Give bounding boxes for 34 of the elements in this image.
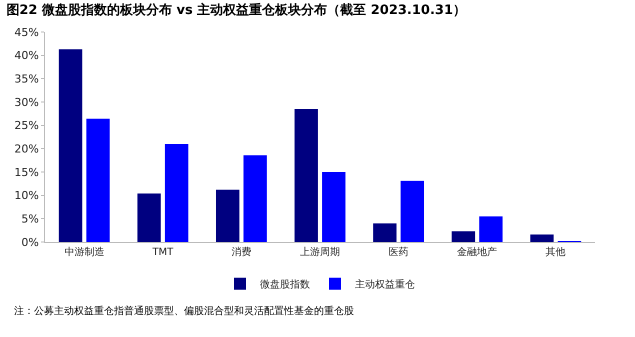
x-tick-label: 医药 (388, 246, 409, 258)
y-tick-label: 20% (14, 142, 39, 156)
bar (294, 109, 318, 242)
y-tick-label: 35% (14, 72, 39, 86)
bar (400, 180, 424, 242)
chart-title: 图22 微盘股指数的板块分布 vs 主动权益重仓板块分布（截至 2023.10.31） (6, 2, 466, 18)
bar (58, 49, 82, 242)
y-tick-label: 25% (14, 119, 39, 132)
x-tick-label: 金融地产 (457, 246, 498, 258)
bar (452, 231, 476, 242)
bar (86, 118, 110, 242)
y-tick-label: 10% (14, 189, 39, 202)
bar (479, 216, 503, 242)
text: 注：公募主动权益重仓指普通股票型、偏股混合型和灵活配置性基金的重仓股 (14, 305, 354, 317)
x-tick-label: TMT (151, 247, 174, 258)
y-tick-label: 0% (21, 236, 39, 249)
legend-label: 微盘股指数 (260, 278, 310, 291)
x-tick-label: 消费 (231, 246, 252, 258)
y-tick-label: 15% (14, 166, 39, 179)
y-tick-label: 30% (14, 96, 39, 109)
x-tick-label: 上游周期 (300, 246, 340, 258)
bar (530, 234, 554, 242)
y-tick-label: 5% (21, 212, 39, 226)
bar (322, 172, 346, 242)
y-tick-label: 45% (14, 26, 39, 39)
bar (216, 190, 240, 242)
legend-label: 主动权益重仓 (355, 278, 415, 291)
bar (137, 193, 161, 242)
y-tick-label: 40% (14, 49, 39, 62)
bar (373, 223, 397, 242)
x-tick-label: 其他 (546, 246, 566, 258)
x-tick-label: 中游制造 (64, 246, 104, 258)
bar (243, 155, 267, 242)
bar (164, 144, 188, 242)
